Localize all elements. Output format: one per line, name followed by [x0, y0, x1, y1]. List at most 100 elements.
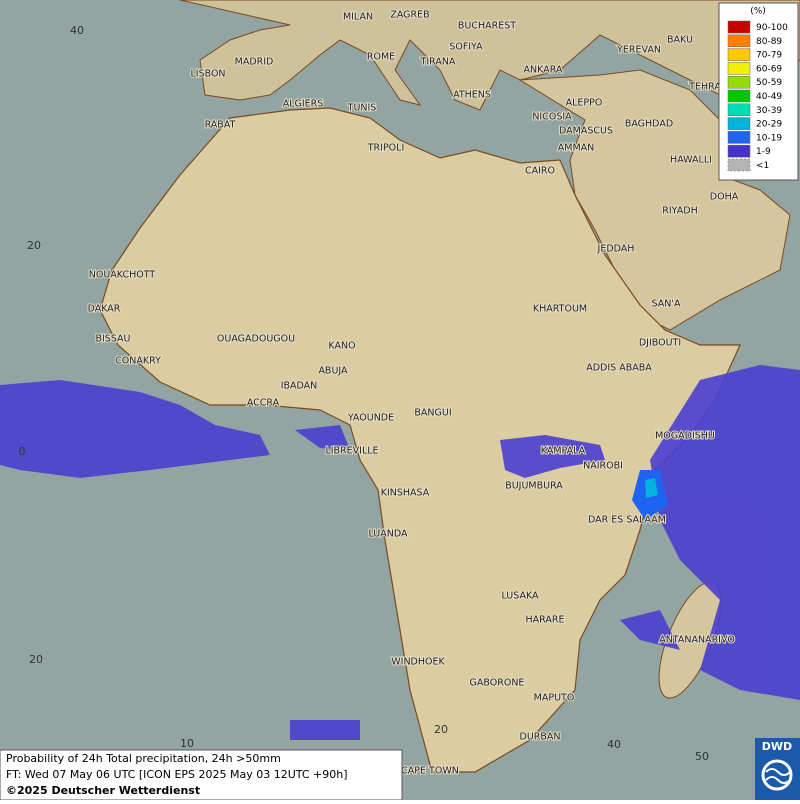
- city-label: BISSAU: [95, 334, 130, 345]
- caption-line: ©2025 Deutscher Wetterdienst: [6, 784, 200, 797]
- legend-label: 30-39: [756, 106, 782, 116]
- logo-icon: [761, 759, 793, 791]
- caption-line: FT: Wed 07 May 06 UTC [ICON EPS 2025 May…: [6, 768, 348, 781]
- city-label: ANTANANARIVO: [659, 635, 735, 646]
- legend-swatch: [727, 144, 751, 158]
- europe: [179, 0, 800, 111]
- grid-label: 50: [695, 750, 709, 763]
- legend-label: 40-49: [756, 92, 782, 102]
- city-label: JEDDAH: [597, 244, 635, 255]
- city-label: DURBAN: [520, 732, 561, 743]
- city-label: TEHRA: [688, 82, 721, 93]
- city-label: SOFIYA: [449, 42, 483, 53]
- city-label: OUAGADOUGOU: [217, 334, 295, 345]
- africa: [99, 107, 741, 773]
- city-label: IBADAN: [281, 381, 318, 392]
- city-label: DJIBOUTI: [639, 338, 681, 349]
- city-label: CAPE TOWN: [401, 766, 459, 777]
- caption-box: [0, 749, 403, 801]
- city-label: CONAKRY: [115, 356, 161, 367]
- city-label: ADDIS ABABA: [586, 363, 652, 374]
- legend-swatch: [727, 103, 751, 117]
- legend-swatch: [727, 158, 751, 172]
- city-label: ALGIERS: [283, 99, 324, 110]
- legend-swatch: [727, 62, 751, 75]
- city-label: HARARE: [526, 615, 565, 626]
- city-label: HAWALLI: [670, 155, 712, 166]
- grid-label: 40: [607, 738, 621, 751]
- precipitation-peak: [645, 478, 658, 498]
- city-label: KHARTOUM: [533, 304, 587, 315]
- city-label: TRIPOLI: [367, 143, 405, 154]
- grid-label: 40: [70, 24, 84, 37]
- city-label: ANKARA: [524, 65, 563, 76]
- legend-label: 80-89: [756, 37, 782, 47]
- legend-label: 60-69: [756, 64, 782, 74]
- legend-swatch: [727, 89, 751, 103]
- city-label: MAPUTO: [534, 693, 575, 704]
- city-label: LUANDA: [368, 529, 408, 540]
- grid-label: 10: [180, 737, 194, 750]
- city-label: ZAGREB: [390, 10, 429, 21]
- grid-label: 20: [27, 239, 41, 252]
- city-label: TUNIS: [347, 103, 377, 114]
- grid-label: 20: [29, 653, 43, 666]
- city-label: KANO: [328, 341, 355, 352]
- legend-swatch: [727, 34, 751, 48]
- city-label: AMMAN: [558, 143, 595, 154]
- legend-swatch: [727, 75, 751, 89]
- city-label: BAGHDAD: [625, 119, 673, 130]
- city-label: ATHENS: [453, 90, 491, 101]
- city-label: MILAN: [343, 12, 373, 23]
- city-label: DAMASCUS: [559, 126, 613, 137]
- city-label: KAMPALA: [541, 446, 586, 457]
- city-label: YEREVAN: [616, 45, 661, 56]
- precipitation: [0, 365, 800, 740]
- city-label: RIYADH: [662, 206, 697, 217]
- city-label: NICOSIA: [532, 112, 572, 123]
- city-label: SAN'A: [652, 299, 681, 310]
- legend-swatch: [727, 131, 751, 144]
- logo-text: DWD: [762, 740, 792, 753]
- city-label: LUSAKA: [501, 591, 539, 602]
- legend-label: 10-19: [756, 133, 782, 143]
- city-label: ACCRA: [247, 398, 280, 409]
- city-label: MADRID: [235, 57, 274, 68]
- caption-line: Probability of 24h Total precipitation, …: [6, 752, 281, 765]
- legend-label: 1-9: [756, 147, 771, 157]
- city-label: NAIROBI: [583, 461, 623, 472]
- logo-waves: [765, 768, 791, 784]
- grid-label: 20: [434, 723, 448, 736]
- city-label: DOHA: [710, 192, 739, 203]
- legend-label: 70-79: [756, 51, 782, 61]
- city-label: DAKAR: [88, 304, 121, 315]
- legend-label: 20-29: [756, 120, 782, 130]
- legend-label: <1: [756, 161, 769, 171]
- city-label: GABORONE: [470, 678, 525, 689]
- grid-label: 0: [19, 445, 26, 458]
- city-label: KINSHASA: [381, 488, 430, 499]
- city-label: YAOUNDE: [347, 413, 394, 424]
- city-label: BANGUI: [414, 408, 451, 419]
- city-label: WINDHOEK: [391, 657, 445, 668]
- city-label: NOUAKCHOTT: [89, 270, 156, 281]
- city-label: ABUJA: [318, 366, 348, 377]
- legend-swatch: [727, 20, 751, 34]
- city-label: RABAT: [205, 120, 236, 131]
- city-label: CAIRO: [525, 166, 555, 177]
- city-label: LIBREVILLE: [325, 446, 378, 457]
- city-label: BUCHAREST: [458, 21, 516, 32]
- city-label: MOGADISHU: [655, 431, 715, 442]
- city-label: DAR ES SALAAM: [588, 515, 666, 526]
- city-label: BUJUMBURA: [505, 481, 563, 492]
- legend-label: 90-100: [756, 23, 788, 33]
- legend-label: 50-59: [756, 78, 782, 88]
- legend-swatch: [727, 117, 751, 130]
- city-label: BAKU: [667, 35, 693, 46]
- arabia-levant: [518, 69, 791, 331]
- city-label: ROME: [367, 52, 395, 63]
- legend-title: (%): [750, 7, 766, 17]
- legend-swatch: [727, 48, 751, 61]
